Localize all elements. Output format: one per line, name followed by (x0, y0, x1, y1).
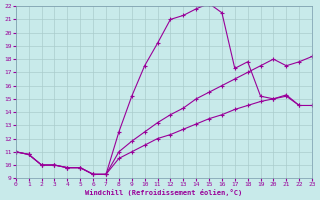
X-axis label: Windchill (Refroidissement éolien,°C): Windchill (Refroidissement éolien,°C) (85, 189, 243, 196)
